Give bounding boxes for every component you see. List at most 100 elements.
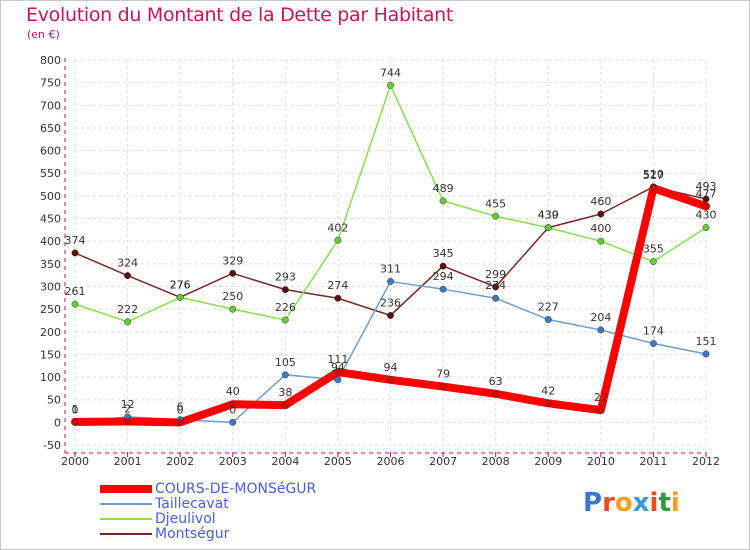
y-tick-label: 500 <box>40 190 61 203</box>
x-tick-label: 2003 <box>219 455 247 468</box>
data-label: 6 <box>177 401 184 414</box>
data-label: 276 <box>170 278 191 291</box>
data-label: 111 <box>327 353 348 366</box>
y-tick-label: 250 <box>40 303 61 316</box>
data-point <box>176 293 184 301</box>
data-point <box>334 368 342 376</box>
data-point <box>492 212 500 220</box>
proxiti-logo: Proxiti <box>583 488 680 518</box>
data-label: 236 <box>380 296 401 309</box>
data-point <box>544 399 552 407</box>
data-point <box>439 197 447 205</box>
y-tick-label: 550 <box>40 167 61 180</box>
x-tick-label: 2005 <box>324 455 352 468</box>
data-point <box>544 316 552 323</box>
data-point <box>649 340 657 347</box>
logo-letter: i <box>670 488 680 518</box>
y-tick-label: 100 <box>40 371 61 384</box>
data-point <box>229 418 237 426</box>
data-label: 493 <box>696 180 717 193</box>
data-point <box>702 195 710 203</box>
data-point <box>281 401 289 409</box>
legend-label: Djeulivol <box>155 511 216 527</box>
data-point <box>439 262 447 270</box>
logo-letter: t <box>658 488 671 518</box>
data-label: 520 <box>643 168 664 181</box>
data-point <box>334 376 342 384</box>
legend-swatch-montsegur <box>100 533 152 535</box>
data-point <box>71 249 79 257</box>
data-point <box>439 285 447 293</box>
data-point <box>492 294 500 302</box>
data-point <box>71 418 79 426</box>
data-label: 294 <box>433 270 454 283</box>
data-label: 27 <box>594 391 608 404</box>
y-tick-label: 600 <box>40 145 61 158</box>
data-point <box>702 350 710 358</box>
data-label: 439 <box>538 209 559 222</box>
y-tick-label: 700 <box>40 99 61 112</box>
data-point <box>387 81 394 89</box>
data-label: 293 <box>275 271 296 284</box>
x-tick-label: 2000 <box>61 455 89 468</box>
data-point <box>229 269 237 277</box>
y-tick-label: 450 <box>40 213 61 226</box>
data-label: 455 <box>485 197 506 210</box>
data-label: 38 <box>278 386 292 399</box>
data-label: 0 <box>72 403 79 416</box>
data-point <box>334 236 342 244</box>
legend: COURS-DE-MONSéGUR Taillecavat Djeulivol … <box>100 482 316 542</box>
data-label: 79 <box>436 368 450 381</box>
x-tick-label: 2010 <box>587 455 615 468</box>
y-tick-label: -50 <box>43 439 61 452</box>
data-label: 227 <box>538 301 559 314</box>
logo-letter: P <box>583 488 603 518</box>
data-label: 374 <box>65 234 86 247</box>
data-point <box>492 390 500 398</box>
x-tick-label: 2002 <box>166 455 194 468</box>
data-label: 299 <box>485 268 506 281</box>
legend-item-taillecavat: Taillecavat <box>100 497 316 512</box>
data-label: 345 <box>433 247 454 260</box>
legend-label: COURS-DE-MONSéGUR <box>155 481 317 497</box>
data-point <box>492 283 500 291</box>
logo-letter: i <box>649 488 659 518</box>
data-label: 105 <box>275 356 296 369</box>
data-label: 222 <box>117 303 138 316</box>
data-label: 402 <box>327 221 348 234</box>
data-label: 151 <box>696 335 717 348</box>
data-label: 311 <box>380 262 401 275</box>
y-tick-label: 200 <box>40 326 61 339</box>
data-label: 226 <box>275 301 296 314</box>
data-label: 355 <box>643 243 664 256</box>
data-point <box>176 418 184 426</box>
data-point <box>597 406 605 414</box>
y-tick-label: 650 <box>40 122 61 135</box>
data-label: 430 <box>696 209 717 222</box>
y-tick-label: 50 <box>47 394 61 407</box>
data-point <box>439 383 447 391</box>
y-tick-label: 150 <box>40 348 61 361</box>
legend-swatch-taillecavat <box>100 503 152 505</box>
data-point <box>387 278 394 285</box>
data-point <box>124 272 132 280</box>
x-tick-label: 2007 <box>429 455 457 468</box>
legend-swatch-djeulivol <box>100 518 152 520</box>
data-label: 329 <box>222 254 243 267</box>
legend-item-djeulivol: Djeulivol <box>100 512 316 527</box>
legend-item-cours-de-monsegur: COURS-DE-MONSéGUR <box>100 482 316 497</box>
y-tick-label: 750 <box>40 77 61 90</box>
data-point <box>597 210 605 218</box>
data-label: 274 <box>485 279 506 292</box>
legend-label: Taillecavat <box>155 496 229 512</box>
legend-label: Montségur <box>155 526 230 542</box>
data-point <box>387 376 394 384</box>
data-point <box>281 286 289 294</box>
chart-title: Evolution du Montant de la Dette par Hab… <box>26 4 454 26</box>
data-point <box>649 184 657 192</box>
x-tick-label: 2011 <box>639 455 667 468</box>
data-label: 1 <box>72 403 79 416</box>
chart-unit: (en €) <box>27 28 60 41</box>
data-point <box>387 312 394 319</box>
data-label: 276 <box>170 278 191 291</box>
